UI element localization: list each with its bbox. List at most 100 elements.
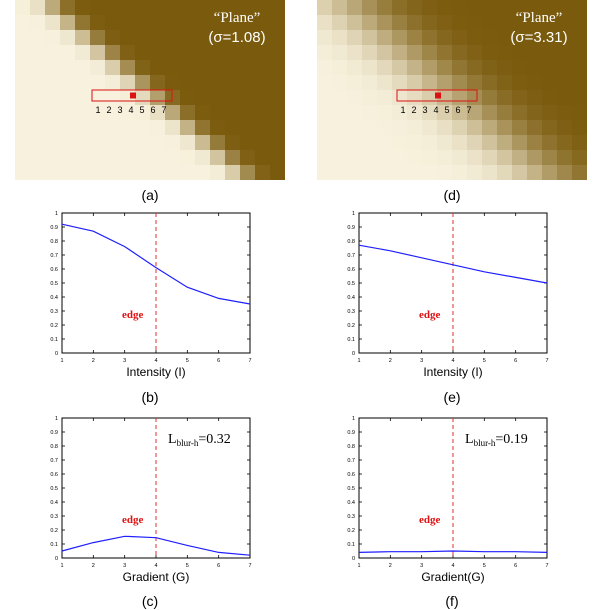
pixel — [270, 165, 285, 180]
roi-label: 1 — [400, 105, 405, 115]
pixel — [572, 120, 587, 135]
pixel — [60, 90, 75, 105]
y-tick-label: 0.9 — [347, 225, 355, 231]
pixel — [512, 0, 527, 15]
pixel — [332, 135, 347, 150]
pixel — [512, 30, 527, 45]
y-tick-label: 0.4 — [50, 295, 58, 301]
pixel — [452, 135, 467, 150]
plot-c: 0 0.1 0.2 0.3 0.4 0.5 0.6 0.7 0.8 0.9 1 1 2 3 4 5 6 7 edge… — [0, 410, 297, 592]
pixel — [195, 75, 210, 90]
plot-c-svg: 0 0.1 0.2 0.3 0.4 0.5 0.6 0.7 0.8 0.9 1 1 2 3 4 5 6 7 edge… — [50, 416, 251, 584]
pixel — [452, 90, 467, 105]
y-tick-label: 0.9 — [347, 430, 355, 436]
pixel — [165, 60, 180, 75]
pixel — [512, 60, 527, 75]
pixel — [60, 75, 75, 90]
pixel — [45, 60, 60, 75]
pixel — [527, 165, 542, 180]
pixel — [377, 120, 392, 135]
pixel — [240, 150, 255, 165]
y-tick-label: 0 — [55, 556, 58, 562]
pixel — [165, 0, 180, 15]
pixel — [467, 105, 482, 120]
plot-e: 0 0.1 0.2 0.3 0.4 0.5 0.6 0.7 0.8 0.9 1 1 2 3 4 5 6 7 edge… — [297, 205, 594, 387]
roi-label: 6 — [455, 105, 460, 115]
pixel — [317, 0, 332, 15]
pixel — [407, 0, 422, 15]
pixel — [407, 120, 422, 135]
caption-c: (c) — [141, 593, 159, 609]
pixel — [240, 105, 255, 120]
pixel — [240, 165, 255, 180]
pixel — [512, 150, 527, 165]
pixel — [180, 135, 195, 150]
pixel — [422, 75, 437, 90]
y-tick-label: 0.6 — [347, 472, 355, 478]
pixel — [150, 165, 165, 180]
pixel — [317, 60, 332, 75]
image-title-sigma: (σ=1.08) — [208, 29, 265, 46]
pixel — [135, 90, 150, 105]
y-tick-label: 0.1 — [50, 542, 58, 548]
pixel — [15, 30, 30, 45]
pixel — [437, 30, 452, 45]
roi-label: 7 — [466, 105, 471, 115]
pixel — [30, 0, 45, 15]
pixel — [557, 30, 572, 45]
pixel — [165, 120, 180, 135]
pixel — [332, 120, 347, 135]
pixel — [512, 120, 527, 135]
pixel — [255, 0, 270, 15]
pixel — [497, 15, 512, 30]
pixel — [482, 45, 497, 60]
pixel — [165, 150, 180, 165]
pixel — [15, 45, 30, 60]
pixel — [452, 120, 467, 135]
pixel — [120, 15, 135, 30]
pixel — [347, 75, 362, 90]
pixel — [15, 120, 30, 135]
pixel — [165, 30, 180, 45]
pixel — [150, 75, 165, 90]
pixel — [437, 135, 452, 150]
pixel — [317, 150, 332, 165]
pixel — [255, 60, 270, 75]
pixel — [377, 15, 392, 30]
roi-label: 3 — [422, 105, 427, 115]
pixel — [15, 135, 30, 150]
pixel — [225, 30, 240, 45]
pixel — [75, 30, 90, 45]
pixel — [210, 45, 225, 60]
pixel — [30, 90, 45, 105]
pixel — [75, 60, 90, 75]
pixel — [255, 75, 270, 90]
pixel — [240, 135, 255, 150]
pixel — [332, 165, 347, 180]
pixel — [422, 60, 437, 75]
pixel — [135, 120, 150, 135]
pixel — [255, 30, 270, 45]
pixel — [452, 105, 467, 120]
pixel — [210, 30, 225, 45]
pixel — [572, 105, 587, 120]
x-tick-label: 1 — [60, 358, 63, 364]
pixel — [60, 150, 75, 165]
pixel — [255, 150, 270, 165]
pixel — [407, 165, 422, 180]
y-tick-label: 0.5 — [50, 281, 58, 287]
image-a-canvas: “Plane” (σ=1.08) 1 2 3 4 5 6 7 — [15, 0, 285, 180]
x-tick-label: 7 — [545, 358, 548, 364]
pixel — [407, 75, 422, 90]
pixel — [362, 120, 377, 135]
pixel — [75, 15, 90, 30]
caption-e: (e) — [443, 389, 461, 405]
pixel — [255, 120, 270, 135]
pixel — [377, 90, 392, 105]
edge-label: edge — [419, 309, 441, 321]
pixel — [437, 60, 452, 75]
x-tick-label: 5 — [483, 563, 486, 569]
pixel — [45, 0, 60, 15]
pixel — [347, 30, 362, 45]
pixel — [392, 15, 407, 30]
